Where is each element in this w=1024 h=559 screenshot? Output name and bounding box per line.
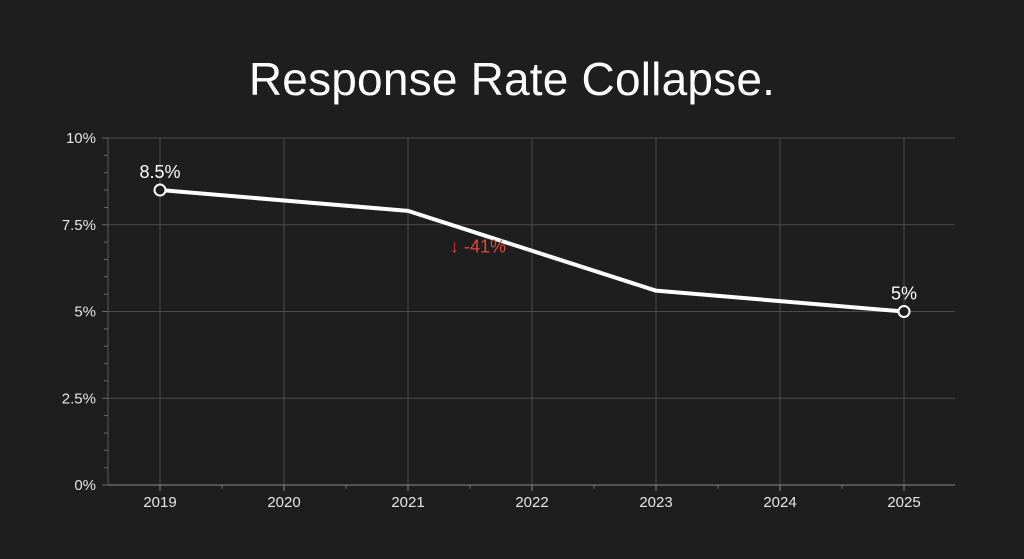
x-tick-label: 2020 (267, 494, 300, 511)
axes (102, 137, 955, 491)
x-tick-label: 2022 (515, 494, 548, 511)
y-tick-label: 7.5% (62, 217, 96, 234)
series-line (158, 188, 906, 314)
y-tick-label: 0% (74, 477, 96, 494)
data-point-label: 8.5% (139, 162, 180, 182)
y-tick-label: 10% (66, 130, 96, 147)
x-tick-label: 2025 (887, 494, 920, 511)
annotations: ↓ -41% (450, 237, 506, 257)
x-tick-label: 2024 (763, 494, 796, 511)
data-point-label: 5% (891, 284, 917, 304)
x-tick-labels: 2019 2020 2021 2022 2023 2024 2025 (143, 494, 920, 511)
data-point-marker (153, 183, 167, 197)
grid (108, 137, 955, 485)
y-tick-label: 2.5% (62, 390, 96, 407)
x-tick-label: 2021 (391, 494, 424, 511)
data-labels: 8.5% 5% (139, 162, 917, 303)
chart-title: Response Rate Collapse. (248, 53, 776, 105)
y-tick-labels: 0% 2.5% 5% 7.5% 10% (62, 130, 96, 494)
y-tick-label: 5% (74, 304, 96, 321)
x-tick-label: 2019 (143, 494, 176, 511)
x-tick-label: 2023 (639, 494, 672, 511)
change-annotation: ↓ -41% (450, 237, 506, 257)
data-point-marker (897, 305, 911, 318)
series (153, 183, 911, 318)
